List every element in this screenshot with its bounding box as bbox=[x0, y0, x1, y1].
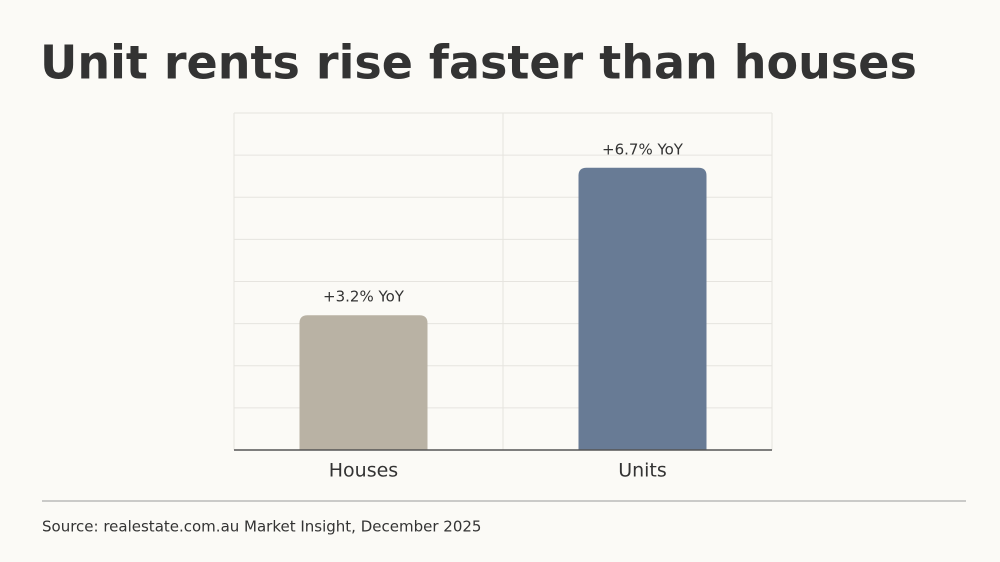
value-label: +3.2% YoY bbox=[323, 288, 405, 306]
chart-title: Unit rents rise faster than houses bbox=[40, 36, 917, 90]
x-tick-label: Units bbox=[618, 460, 667, 482]
bar bbox=[578, 167, 707, 450]
bar bbox=[299, 315, 428, 450]
source-note: Source: realestate.com.au Market Insight… bbox=[42, 518, 481, 536]
value-label: +6.7% YoY bbox=[602, 140, 684, 158]
x-tick-label: Houses bbox=[329, 460, 398, 482]
